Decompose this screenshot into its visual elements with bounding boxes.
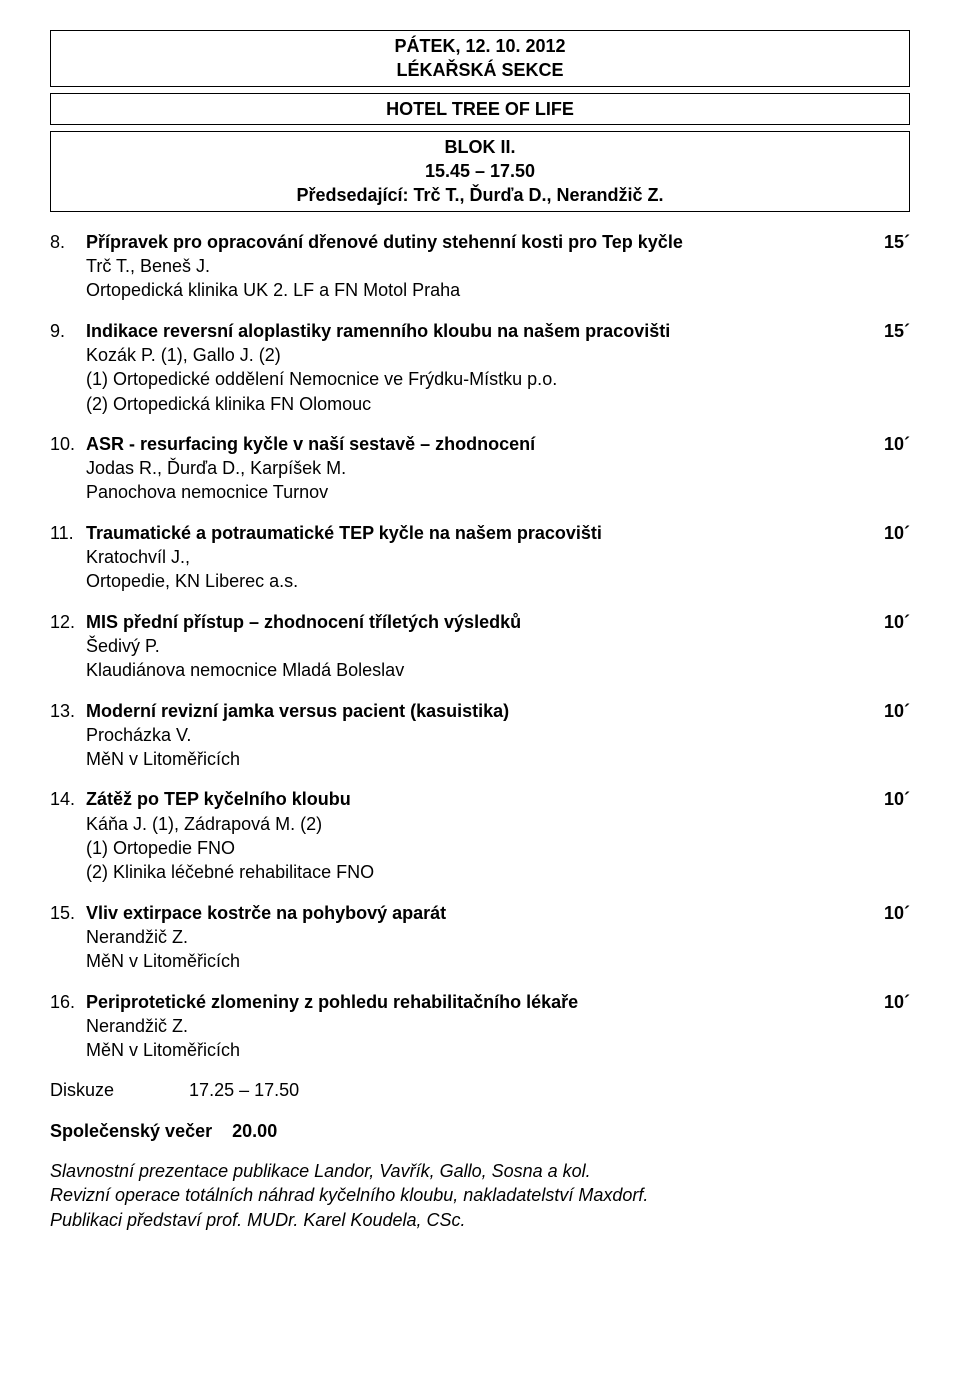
item-detail-line: Jodas R., Ďurďa D., Karpíšek M. (86, 456, 856, 480)
item-detail-line: Kratochvíl J., (86, 545, 856, 569)
item-detail-line: Klaudiánova nemocnice Mladá Boleslav (86, 658, 856, 682)
item-detail-line: MěN v Litoměřicích (86, 1038, 856, 1062)
item-detail-line: Šedivý P. (86, 634, 856, 658)
item-duration: 10´ (866, 901, 910, 974)
item-title: ASR - resurfacing kyčle v naší sestavě –… (86, 432, 856, 456)
item-detail-line: Panochova nemocnice Turnov (86, 480, 856, 504)
item-content: Moderní revizní jamka versus pacient (ka… (86, 699, 866, 772)
item-detail-line: Trč T., Beneš J. (86, 254, 856, 278)
item-title: Moderní revizní jamka versus pacient (ka… (86, 699, 856, 723)
item-detail-line: (1) Ortopedické oddělení Nemocnice ve Fr… (86, 367, 856, 391)
item-duration: 10´ (866, 610, 910, 683)
item-content: Indikace reversní aloplastiky ramenního … (86, 319, 866, 416)
footer-italic-line: Revizní operace totálních náhrad kyčelní… (50, 1183, 910, 1207)
item-number: 15. (50, 901, 86, 974)
blok-title: BLOK II. (51, 135, 909, 159)
footer-italic-line: Publikaci představí prof. MUDr. Karel Ko… (50, 1208, 910, 1232)
item-number: 16. (50, 990, 86, 1063)
item-number: 8. (50, 230, 86, 303)
program-item: 9.Indikace reversní aloplastiky ramenníh… (50, 319, 910, 416)
item-number: 9. (50, 319, 86, 416)
social-time: 20.00 (232, 1121, 277, 1141)
item-detail-line: Ortopedická klinika UK 2. LF a FN Motol … (86, 278, 856, 302)
item-title: Periprotetické zlomeniny z pohledu rehab… (86, 990, 856, 1014)
item-title: Traumatické a potraumatické TEP kyčle na… (86, 521, 856, 545)
item-content: Periprotetické zlomeniny z pohledu rehab… (86, 990, 866, 1063)
item-title: MIS přední přístup – zhodnocení tříletýc… (86, 610, 856, 634)
program-item: 13.Moderní revizní jamka versus pacient … (50, 699, 910, 772)
item-duration: 10´ (866, 990, 910, 1063)
item-title: Indikace reversní aloplastiky ramenního … (86, 319, 856, 343)
discussion-time: 17.25 – 17.50 (189, 1080, 299, 1100)
item-content: ASR - resurfacing kyčle v naší sestavě –… (86, 432, 866, 505)
item-detail-line: Káňa J. (1), Zádrapová M. (2) (86, 812, 856, 836)
item-duration: 15´ (866, 230, 910, 303)
program-item: 12.MIS přední přístup – zhodnocení tříle… (50, 610, 910, 683)
item-duration: 10´ (866, 521, 910, 594)
item-duration: 10´ (866, 699, 910, 772)
social-label: Společenský večer (50, 1121, 212, 1141)
blok-chairs: Předsedající: Trč T., Ďurďa D., Nerandži… (51, 183, 909, 207)
header-date: PÁTEK, 12. 10. 2012 (51, 34, 909, 58)
item-content: Traumatické a potraumatické TEP kyčle na… (86, 521, 866, 594)
items-list: 8.Přípravek pro opracování dřenové dutin… (50, 230, 910, 1063)
item-duration: 15´ (866, 319, 910, 416)
item-detail-line: Ortopedie, KN Liberec a.s. (86, 569, 856, 593)
footer-italic-line: Slavnostní prezentace publikace Landor, … (50, 1159, 910, 1183)
item-duration: 10´ (866, 432, 910, 505)
header-box: PÁTEK, 12. 10. 2012 LÉKAŘSKÁ SEKCE (50, 30, 910, 87)
blok-box: BLOK II. 15.45 – 17.50 Předsedající: Trč… (50, 131, 910, 212)
blok-time: 15.45 – 17.50 (51, 159, 909, 183)
social-row: Společenský večer 20.00 (50, 1119, 910, 1143)
footer-italic-block: Slavnostní prezentace publikace Landor, … (50, 1159, 910, 1232)
item-detail-line: Procházka V. (86, 723, 856, 747)
item-content: Přípravek pro opracování dřenové dutiny … (86, 230, 866, 303)
program-item: 11.Traumatické a potraumatické TEP kyčle… (50, 521, 910, 594)
program-item: 16.Periprotetické zlomeniny z pohledu re… (50, 990, 910, 1063)
item-detail-line: Nerandžič Z. (86, 925, 856, 949)
program-item: 10.ASR - resurfacing kyčle v naší sestav… (50, 432, 910, 505)
item-duration: 10´ (866, 787, 910, 884)
item-number: 14. (50, 787, 86, 884)
item-content: Vliv extirpace kostrče na pohybový apará… (86, 901, 866, 974)
item-detail-line: (2) Klinika léčebné rehabilitace FNO (86, 860, 856, 884)
program-item: 15.Vliv extirpace kostrče na pohybový ap… (50, 901, 910, 974)
item-title: Přípravek pro opracování dřenové dutiny … (86, 230, 856, 254)
program-item: 14.Zátěž po TEP kyčelního kloubuKáňa J. … (50, 787, 910, 884)
item-detail-line: MěN v Litoměřicích (86, 747, 856, 771)
discussion-label: Diskuze (50, 1080, 114, 1100)
discussion-row: Diskuze 17.25 – 17.50 (50, 1078, 910, 1102)
item-detail-line: Nerandžič Z. (86, 1014, 856, 1038)
item-detail-line: (1) Ortopedie FNO (86, 836, 856, 860)
item-content: MIS přední přístup – zhodnocení tříletýc… (86, 610, 866, 683)
item-title: Vliv extirpace kostrče na pohybový apará… (86, 901, 856, 925)
item-number: 10. (50, 432, 86, 505)
header-section: LÉKAŘSKÁ SEKCE (51, 58, 909, 82)
item-content: Zátěž po TEP kyčelního kloubuKáňa J. (1)… (86, 787, 866, 884)
item-detail-line: MěN v Litoměřicích (86, 949, 856, 973)
item-detail-line: Kozák P. (1), Gallo J. (2) (86, 343, 856, 367)
program-item: 8.Přípravek pro opracování dřenové dutin… (50, 230, 910, 303)
item-detail-line: (2) Ortopedická klinika FN Olomouc (86, 392, 856, 416)
item-number: 12. (50, 610, 86, 683)
item-number: 11. (50, 521, 86, 594)
item-number: 13. (50, 699, 86, 772)
venue-box: HOTEL TREE OF LIFE (50, 93, 910, 125)
item-title: Zátěž po TEP kyčelního kloubu (86, 787, 856, 811)
